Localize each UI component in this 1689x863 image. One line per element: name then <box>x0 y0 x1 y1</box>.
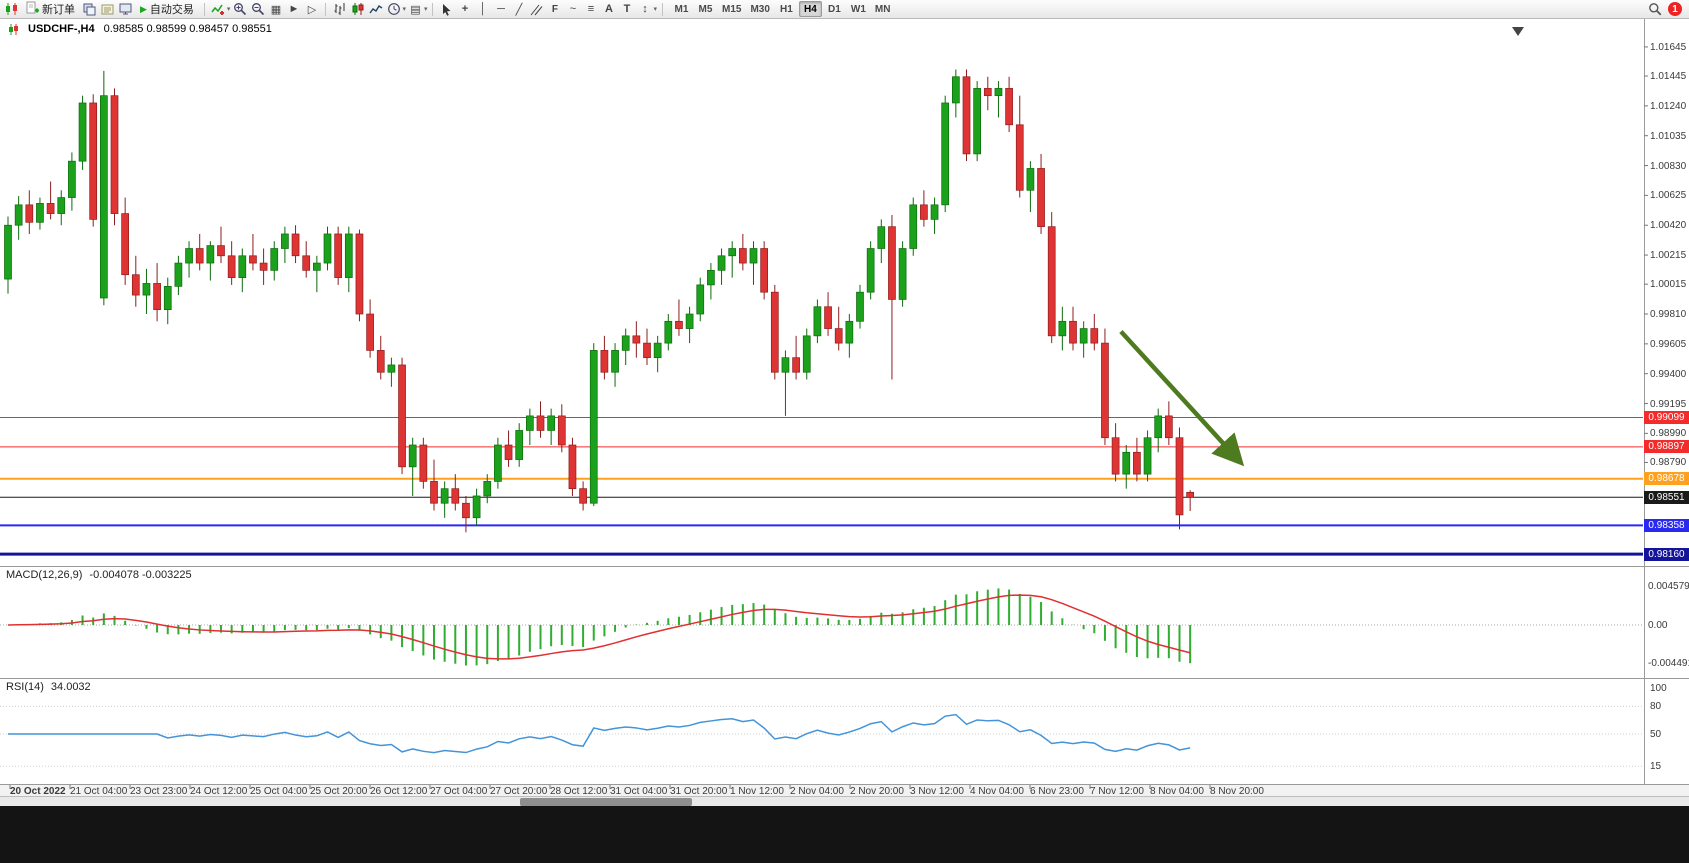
chevron-down-icon[interactable]: ▾ <box>402 6 406 13</box>
rsi-layer <box>0 705 1643 767</box>
trend-arrow-annotation[interactable] <box>1119 329 1245 467</box>
chevron-down-icon[interactable]: ▾ <box>226 6 231 13</box>
chart-shift-icon[interactable]: ▷ <box>307 3 317 16</box>
search-icon[interactable] <box>1646 1 1663 18</box>
cursor-icon[interactable] <box>438 1 455 18</box>
timeframe-w1[interactable]: W1 <box>850 3 866 15</box>
zoom-in-icon[interactable] <box>231 1 248 18</box>
auto-trading-button[interactable]: ▶ 自动交易 <box>135 1 199 18</box>
zoom-out-icon[interactable] <box>249 1 266 18</box>
text-label-icon[interactable]: T <box>623 3 631 15</box>
channel-icon[interactable] <box>528 1 545 18</box>
templates-icon[interactable]: ▤ <box>410 3 421 16</box>
horizontal-line-icon[interactable]: ─ <box>497 3 505 15</box>
macd-layer <box>0 588 1643 666</box>
timeframe-m30[interactable]: M30 <box>750 3 770 15</box>
new-order-label: 新订单 <box>42 4 75 16</box>
timeframe-m15[interactable]: M15 <box>721 3 742 15</box>
timeframe-h1[interactable]: H1 <box>779 3 793 15</box>
play-icon: ▶ <box>140 3 147 14</box>
wave-icon[interactable]: ~ <box>569 3 577 15</box>
timeframe-clock-icon[interactable] <box>385 1 402 18</box>
bottom-filler <box>0 806 1689 863</box>
timeframe-h4[interactable]: H4 <box>798 1 822 17</box>
indicators-icon[interactable] <box>210 1 227 18</box>
auto-trading-label: 自动交易 <box>149 4 194 16</box>
tile-windows-icon[interactable]: ▦ <box>270 3 282 16</box>
navigator-icon[interactable] <box>99 1 116 18</box>
timeframe-mn[interactable]: MN <box>874 3 891 15</box>
main-toolbar: 新订单 ▶ 自动交易 ▾ ▦ ► ▷ <box>0 0 1689 19</box>
horizontal-scrollbar[interactable] <box>0 796 1689 806</box>
toolbar-separator <box>661 2 663 16</box>
toolbar-separator <box>325 2 327 16</box>
grid-icon[interactable]: ≡ <box>587 3 595 15</box>
vertical-line-icon[interactable]: │ <box>479 3 487 15</box>
timeframe-m1[interactable]: M1 <box>674 3 689 15</box>
app-chart-icon[interactable] <box>3 1 20 18</box>
auto-scroll-icon[interactable]: ► <box>288 3 300 15</box>
scrollbar-thumb[interactable] <box>520 798 692 806</box>
timeframe-d1[interactable]: D1 <box>827 3 841 15</box>
price-axis[interactable] <box>1644 19 1689 784</box>
fibonacci-icon[interactable]: F <box>551 3 559 15</box>
timeframe-group: M1 M5 M15 M30 H1 H4 D1 W1 MN <box>670 1 894 17</box>
timeframe-m5[interactable]: M5 <box>698 3 713 15</box>
arrows-icon[interactable]: ↕ <box>642 3 648 15</box>
line-chart-icon[interactable] <box>367 1 384 18</box>
new-order-icon <box>26 1 39 17</box>
chevron-down-icon[interactable]: ▾ <box>653 6 657 13</box>
bar-chart-icon[interactable] <box>331 1 348 18</box>
chevron-down-icon[interactable]: ▾ <box>423 6 428 13</box>
market-watch-icon[interactable] <box>81 1 98 18</box>
toolbar-separator <box>203 2 205 16</box>
toolbar-separator <box>432 2 434 16</box>
text-icon[interactable]: A <box>604 3 613 15</box>
terminal-icon[interactable] <box>117 1 134 18</box>
candlestick-chart-icon[interactable] <box>349 1 366 18</box>
notifications-badge[interactable]: 1 <box>1668 2 1682 16</box>
time-axis[interactable] <box>0 784 1643 796</box>
crosshair-icon[interactable]: + <box>461 3 469 15</box>
trendline-icon[interactable]: ╱ <box>515 3 523 16</box>
candles-layer <box>4 69 1195 533</box>
new-order-button[interactable]: 新订单 <box>21 1 80 18</box>
chart-shift-marker[interactable] <box>1512 27 1524 36</box>
